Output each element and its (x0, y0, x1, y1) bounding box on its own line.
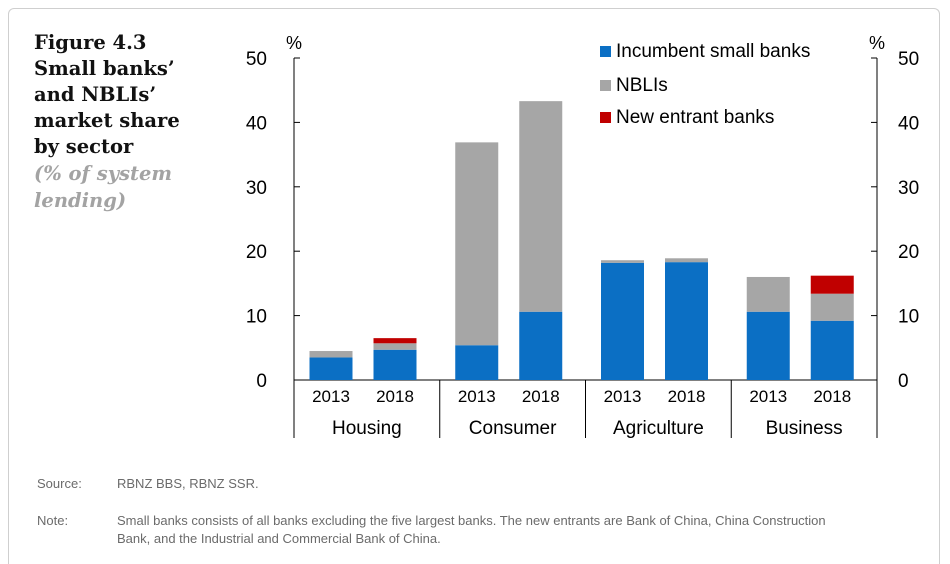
left-y-tick-label: 10 (246, 307, 267, 328)
x-tick-label: 2013 (604, 387, 642, 406)
bar-segment (519, 101, 563, 312)
legend-label: New entrant banks (616, 107, 774, 128)
bar-segment (810, 320, 854, 380)
bar-segment (665, 258, 708, 263)
bar-segment (455, 345, 499, 380)
bar-segment (665, 262, 708, 380)
x-tick-label: 2013 (458, 387, 496, 406)
left-y-tick-label: 20 (246, 242, 267, 263)
source-line: Source: RBNZ BBS, RBNZ SSR. (37, 475, 837, 493)
x-tick-label: 2018 (522, 387, 560, 406)
note-line: Note: Small banks consists of all banks e… (37, 512, 837, 548)
source-text: RBNZ BBS, RBNZ SSR. (117, 476, 259, 491)
right-y-tick-label: 0 (898, 371, 909, 392)
figure-title-line: Figure 4.3 (34, 31, 147, 54)
bar-segment (373, 343, 417, 350)
right-y-tick-label: 50 (898, 49, 919, 70)
figure-title-line: Small banks’ (34, 57, 175, 80)
bar-segment (746, 276, 790, 312)
note-text: Small banks consists of all banks exclud… (117, 513, 826, 546)
left-y-tick-label: 0 (256, 371, 267, 392)
x-group-label: Business (766, 418, 843, 439)
legend-swatch (600, 80, 611, 91)
x-tick-label: 2013 (749, 387, 787, 406)
left-y-unit-label: % (286, 33, 302, 53)
bar-segment (373, 338, 417, 344)
left-y-tick-label: 50 (246, 49, 267, 70)
bar-segment (519, 311, 563, 380)
right-y-tick-label: 30 (898, 178, 919, 199)
legend-swatch (600, 112, 611, 123)
bar-segment (810, 275, 854, 294)
figure-title-line: and NBLIs’ (34, 83, 157, 106)
right-y-tick-label: 10 (898, 307, 919, 328)
note-label: Note: (37, 513, 69, 528)
figure-title-block: Figure 4.3 Small banks’ and NBLIs’ marke… (34, 30, 219, 214)
right-y-tick-label: 40 (898, 113, 919, 134)
figure-title-line: market share (34, 109, 180, 132)
figure-title-line: by sector (34, 135, 134, 158)
right-y-tick-label: 20 (898, 242, 919, 263)
figure-frame (8, 8, 940, 564)
legend-swatch (600, 46, 611, 57)
left-y-tick-label: 30 (246, 178, 267, 199)
legend-label: Incumbent small banks (616, 41, 810, 62)
left-y-tick-label: 40 (246, 113, 267, 134)
bar-segment (601, 262, 644, 380)
bar-segment (601, 260, 644, 263)
bar-segment (810, 293, 854, 321)
x-group-label: Agriculture (613, 418, 704, 439)
figure-subtitle-line: lending) (34, 189, 127, 212)
x-group-label: Consumer (469, 418, 557, 439)
right-y-unit-label: % (869, 33, 885, 53)
x-tick-label: 2018 (668, 387, 706, 406)
legend-label: NBLIs (616, 75, 668, 96)
x-tick-label: 2018 (813, 387, 851, 406)
x-group-label: Housing (332, 418, 402, 439)
bar-segment (309, 351, 353, 358)
bar-segment (746, 311, 790, 380)
bar-segment (455, 142, 499, 346)
bar-segment (373, 349, 417, 380)
x-tick-label: 2018 (376, 387, 414, 406)
bar-segment (309, 357, 353, 380)
x-tick-label: 2013 (312, 387, 350, 406)
source-label: Source: (37, 476, 82, 491)
figure-subtitle-line: (% of system (34, 162, 173, 185)
